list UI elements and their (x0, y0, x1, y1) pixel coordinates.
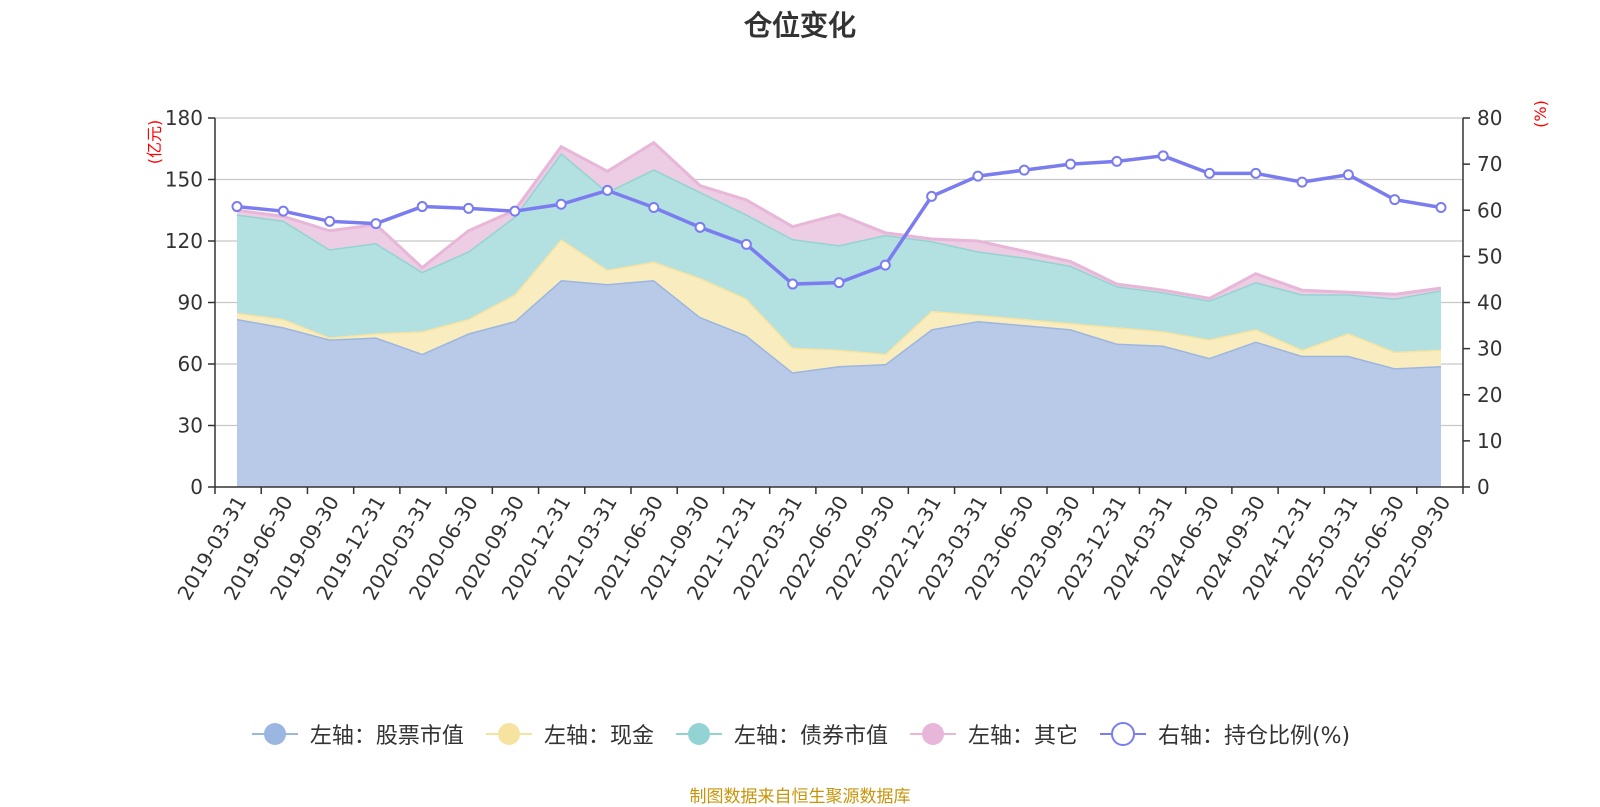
position-ratio-point[interactable] (879, 259, 891, 271)
position-ratio-point[interactable] (972, 170, 984, 182)
legend-item-2[interactable]: 左轴：现金 (484, 718, 654, 750)
legend-label: 左轴：股票市值 (309, 724, 464, 749)
position-ratio-point[interactable] (648, 201, 660, 213)
chart-title: 仓位变化 (743, 9, 856, 42)
position-ratio-point[interactable] (1157, 150, 1169, 162)
right-axis-tick-label: 20 (1477, 383, 1502, 407)
position-ratio-point[interactable] (1342, 169, 1354, 181)
position-ratio-point[interactable] (370, 218, 382, 230)
area-series-2 (237, 238, 1441, 373)
legend-item-3[interactable]: 左轴：债券市值 (674, 718, 888, 750)
source-note: 制图数据来自恒生聚源数据库 (689, 787, 911, 807)
position-ratio-line (231, 150, 1447, 290)
position-ratio-point[interactable] (463, 202, 475, 214)
area-series-4 (237, 142, 1441, 301)
legend-area-marker-icon (675, 723, 722, 745)
position-ratio-point[interactable] (231, 201, 243, 213)
legend-label: 左轴：债券市值 (733, 724, 888, 749)
position-ratio-point[interactable] (740, 238, 752, 250)
position-ratio-point[interactable] (277, 205, 289, 217)
legend-item-1[interactable]: 左轴：股票市值 (250, 718, 464, 750)
right-axis-tick-label: 0 (1477, 475, 1490, 499)
position-ratio-point[interactable] (555, 198, 567, 210)
position-ratio-point[interactable] (1111, 155, 1123, 167)
legend-area-marker-icon (251, 723, 298, 745)
position-ratio-point[interactable] (509, 205, 521, 217)
legend-line-marker-icon (1099, 722, 1146, 746)
right-axis-tick-label: 30 (1477, 337, 1502, 361)
legend-area-marker-icon (909, 723, 956, 745)
position-ratio-point[interactable] (601, 184, 613, 196)
position-ratio-point[interactable] (416, 201, 428, 213)
legend: 左轴：股票市值 左轴：现金 左轴：债券市值 左轴：其它 右轴：持仓比例(%) (0, 718, 1600, 750)
left-axis-tick-label: 180 (165, 106, 203, 130)
position-ratio-point[interactable] (694, 221, 706, 233)
legend-item-4[interactable]: 左轴：其它 (908, 718, 1078, 750)
legend-label: 左轴：其它 (967, 724, 1078, 749)
right-axis-tick-label: 10 (1477, 429, 1502, 453)
right-axis-unit: (%) (1531, 100, 1550, 128)
legend-item-5[interactable]: 右轴：持仓比例(%) (1098, 718, 1350, 750)
left-axis-tick-label: 0 (190, 475, 203, 499)
right-axis-tick-label: 70 (1477, 152, 1502, 176)
area-series-4-edge (236, 140, 1442, 300)
area-series-1 (237, 279, 1441, 487)
position-ratio-point[interactable] (1250, 167, 1262, 179)
position-ratio-point[interactable] (324, 215, 336, 227)
right-axis-tick-label: 60 (1477, 198, 1502, 222)
stacked-areas (236, 140, 1442, 487)
right-axis-tick-label: 80 (1477, 106, 1502, 130)
legend-label: 右轴：持仓比例(%) (1157, 724, 1351, 749)
position-ratio-point[interactable] (1389, 194, 1401, 206)
left-axis-tick-label: 120 (165, 229, 203, 253)
legend-label: 左轴：现金 (543, 724, 654, 749)
position-ratio-point[interactable] (926, 190, 938, 202)
left-axis-tick-label: 60 (178, 352, 203, 376)
right-axis-tick-label: 40 (1477, 291, 1502, 315)
area-series-3 (237, 152, 1441, 354)
left-axis-tick-label: 90 (178, 291, 203, 315)
right-axis-tick-label: 50 (1477, 244, 1502, 268)
left-axis-tick-label: 30 (178, 414, 203, 438)
position-ratio-point[interactable] (1296, 176, 1308, 188)
position-ratio-point[interactable] (1018, 164, 1030, 176)
left-axis-unit: (亿元) (145, 120, 164, 165)
position-ratio-point[interactable] (787, 278, 799, 290)
position-ratio-point[interactable] (1203, 167, 1215, 179)
position-ratio-point[interactable] (833, 277, 845, 289)
legend-area-marker-icon (485, 723, 532, 745)
position-ratio-point[interactable] (1065, 158, 1077, 170)
position-ratio-point[interactable] (1435, 201, 1447, 213)
left-axis-tick-label: 150 (165, 168, 203, 192)
